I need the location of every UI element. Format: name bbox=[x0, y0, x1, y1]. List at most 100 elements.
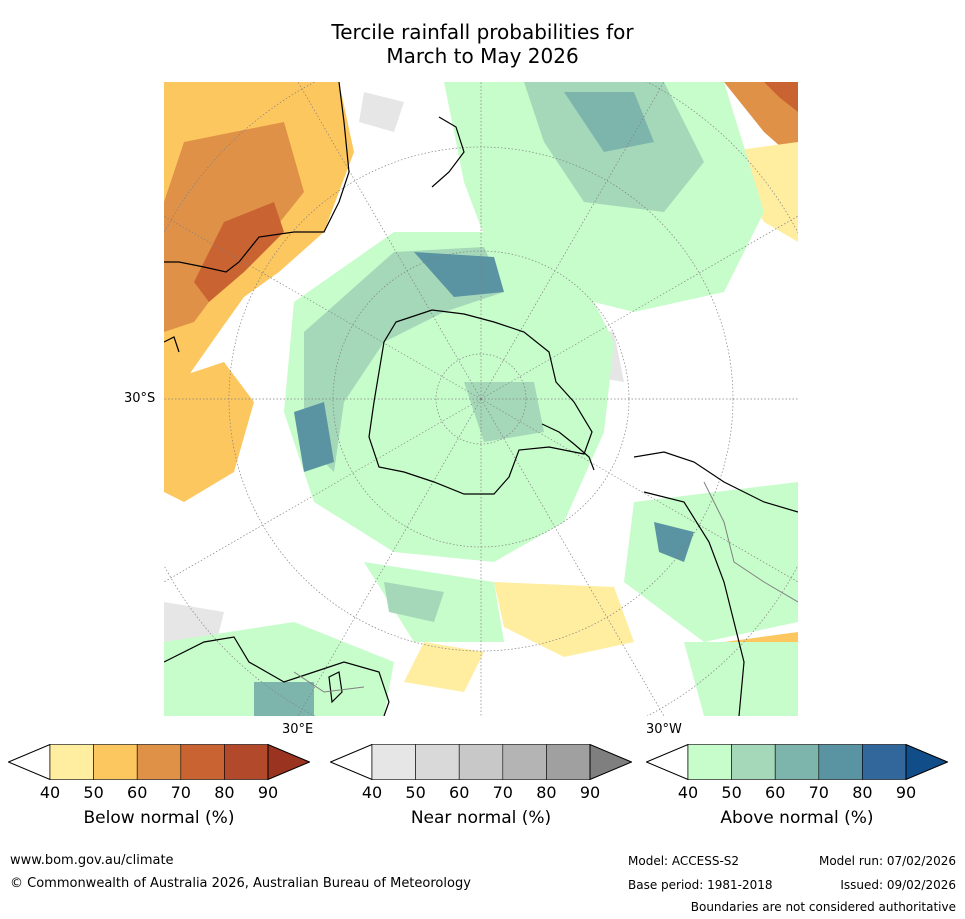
below-region-south-atlantic bbox=[494, 582, 634, 657]
legend-below-normal-ticks: 40 50 60 70 80 90 bbox=[8, 783, 310, 803]
base-period: Base period: 1981-2018 bbox=[628, 878, 773, 892]
coast-south-america bbox=[633, 451, 798, 716]
legend-near-normal-label: Near normal (%) bbox=[410, 808, 552, 828]
above-region-atlantic-2 bbox=[384, 582, 444, 622]
issued-date: Issued: 09/02/2026 bbox=[840, 878, 956, 892]
below-tick-70: 70 bbox=[170, 783, 191, 802]
border-south-america bbox=[703, 481, 798, 603]
above-normal-regions bbox=[164, 82, 798, 716]
copyright-text: © Commonwealth of Australia 2026, Austra… bbox=[10, 876, 471, 891]
above-region-pacific-north-dark bbox=[564, 92, 654, 152]
near-region-4 bbox=[359, 92, 404, 132]
above-bin-4 bbox=[862, 744, 907, 780]
border-africa bbox=[293, 671, 365, 693]
above-region-south-america bbox=[624, 482, 798, 642]
lat-circle-80s bbox=[435, 353, 527, 445]
near-bin-1 bbox=[415, 744, 460, 780]
below-region-atlantic-mid bbox=[404, 642, 484, 692]
below-bin-1 bbox=[93, 744, 138, 780]
website-link[interactable]: www.bom.gov.au/climate bbox=[10, 853, 174, 868]
legend-above-normal-colorbar bbox=[646, 744, 948, 780]
above-region-ring-dark bbox=[414, 252, 504, 297]
legend-above-normal-label: Above normal (%) bbox=[720, 808, 874, 828]
below-region-australia-dark bbox=[194, 202, 284, 302]
coast-madagascar bbox=[328, 671, 343, 704]
above-region-south-america-dark bbox=[654, 522, 694, 562]
coast-australia bbox=[164, 82, 350, 273]
boundaries-disclaimer: Boundaries are not considered authoritat… bbox=[690, 900, 956, 914]
below-tick-80: 80 bbox=[214, 783, 235, 802]
above-region-ring-west bbox=[294, 402, 334, 472]
below-tick-90: 90 bbox=[257, 783, 279, 802]
coast-antarctic-peninsula bbox=[541, 423, 595, 471]
near-tick-80: 80 bbox=[536, 783, 557, 802]
above-bin-2 bbox=[774, 744, 820, 780]
graticule bbox=[164, 82, 798, 716]
above-tick-90: 90 bbox=[895, 783, 917, 802]
meridian-60 bbox=[164, 215, 482, 400]
above-high-arrow bbox=[905, 744, 948, 780]
rainfall-probability-map bbox=[164, 82, 798, 716]
near-tick-90: 90 bbox=[579, 783, 601, 802]
below-bin-4 bbox=[224, 744, 269, 780]
above-tick-60: 60 bbox=[765, 783, 786, 802]
near-tick-60: 60 bbox=[449, 783, 470, 802]
above-bin-3 bbox=[818, 744, 863, 780]
below-normal-regions bbox=[164, 82, 798, 716]
meridian-150 bbox=[297, 398, 482, 716]
below-low-arrow bbox=[8, 744, 51, 780]
above-tick-80: 80 bbox=[852, 783, 873, 802]
near-bin-0 bbox=[371, 744, 416, 780]
below-bin-2 bbox=[136, 744, 182, 780]
meridian-30 bbox=[297, 82, 482, 400]
meridian-330 bbox=[480, 82, 665, 400]
lon-label-30w: 30°W bbox=[646, 722, 682, 737]
legend-below-normal-label: Below normal (%) bbox=[83, 808, 235, 828]
near-tick-40: 40 bbox=[361, 783, 383, 802]
above-low-arrow bbox=[646, 744, 689, 780]
above-tick-70: 70 bbox=[808, 783, 829, 802]
below-tick-50: 50 bbox=[83, 783, 104, 802]
below-high-arrow bbox=[267, 744, 310, 780]
above-region-south-america-ne bbox=[684, 642, 798, 716]
meridian-300 bbox=[480, 215, 798, 400]
coast-australia-west bbox=[164, 336, 180, 353]
above-tick-50: 50 bbox=[721, 783, 742, 802]
coast-new-zealand bbox=[431, 116, 465, 188]
lat-label-30s: 30°S bbox=[124, 391, 156, 406]
near-tick-70: 70 bbox=[492, 783, 513, 802]
coast-africa bbox=[164, 636, 390, 716]
coast-antarctica bbox=[368, 309, 593, 495]
below-bin-3 bbox=[180, 744, 225, 780]
near-high-arrow bbox=[589, 744, 632, 780]
near-tick-50: 50 bbox=[405, 783, 426, 802]
title-line-1: Tercile rainfall probabilities for bbox=[331, 20, 634, 44]
meridian-210 bbox=[480, 398, 665, 716]
map-title: Tercile rainfall probabilities for March… bbox=[0, 20, 965, 68]
legend-near-normal-ticks: 40 50 60 70 80 90 bbox=[330, 783, 632, 803]
below-region-west-indian bbox=[164, 362, 254, 502]
below-tick-40: 40 bbox=[39, 783, 61, 802]
below-region-pacific-ne bbox=[724, 82, 798, 162]
legend-below-normal-colorbar bbox=[8, 744, 310, 780]
meridian-120 bbox=[164, 398, 482, 583]
lon-label-30e: 30°E bbox=[282, 722, 314, 737]
legend-near-normal-colorbar bbox=[330, 744, 632, 780]
above-region-ring-mid bbox=[304, 247, 504, 472]
model-name: Model: ACCESS-S2 bbox=[628, 854, 740, 868]
coastlines bbox=[164, 82, 798, 716]
above-region-africa bbox=[164, 622, 394, 716]
below-region-pacific-ne-dark bbox=[764, 82, 798, 112]
near-bin-3 bbox=[502, 744, 547, 780]
above-bin-0 bbox=[687, 744, 732, 780]
model-run-date: Model run: 07/02/2026 bbox=[818, 854, 956, 868]
borders bbox=[293, 481, 798, 693]
above-tick-40: 40 bbox=[677, 783, 699, 802]
meridian-240 bbox=[480, 398, 798, 583]
title-line-2: March to May 2026 bbox=[386, 44, 579, 68]
near-bin-2 bbox=[458, 744, 504, 780]
near-bin-4 bbox=[546, 744, 591, 780]
above-bin-1 bbox=[731, 744, 776, 780]
below-bin-0 bbox=[49, 744, 94, 780]
near-low-arrow bbox=[330, 744, 373, 780]
